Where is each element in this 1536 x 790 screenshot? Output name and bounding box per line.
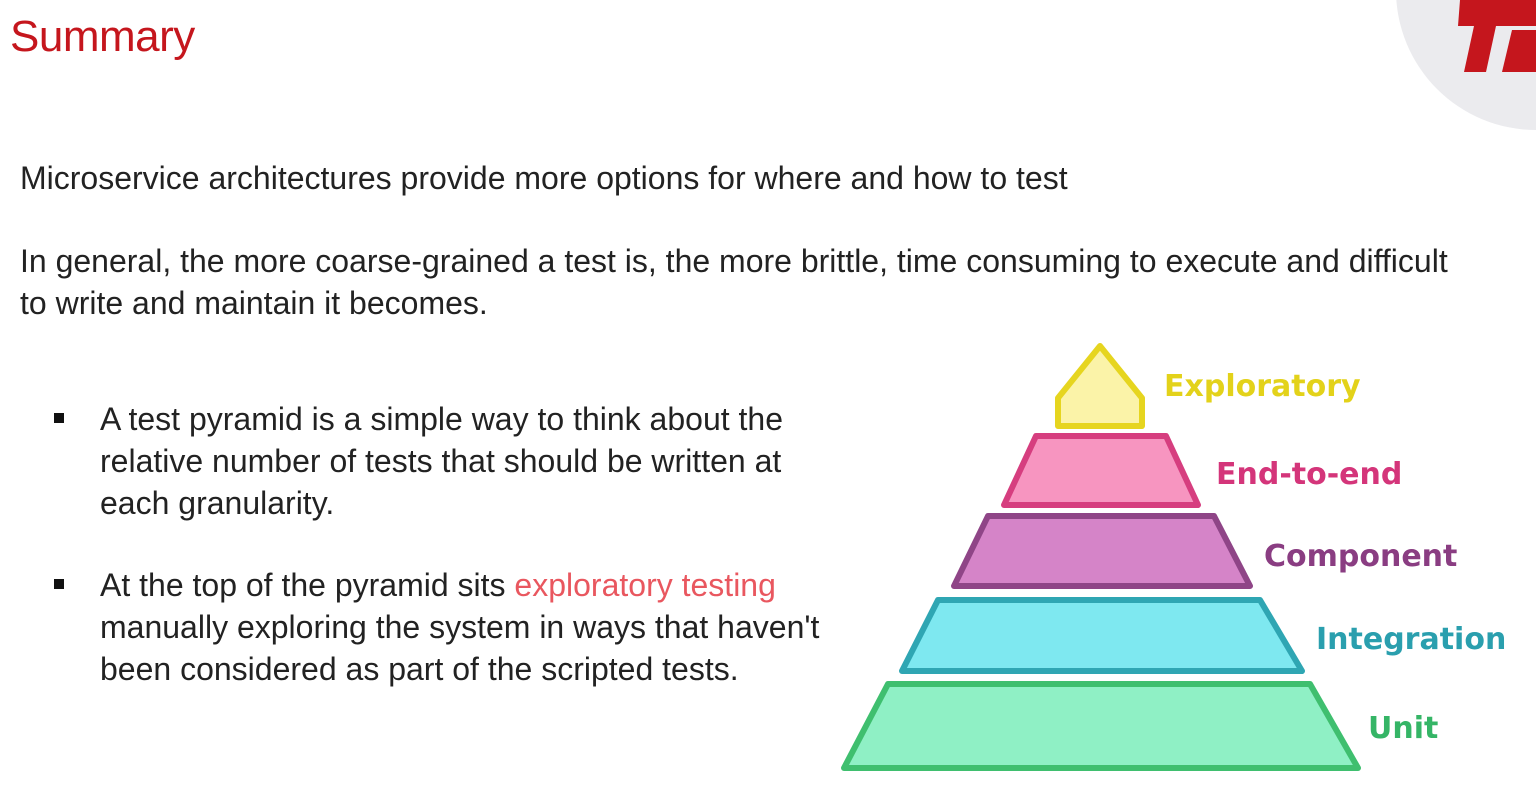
bullet-item-exploratory: At the top of the pyramid sits explorato… [54,564,824,690]
pyramid-level-end-to-end: End-to-end [1001,433,1402,508]
bullet-marker [54,579,64,589]
coarse-grained-paragraph: In general, the more coarse-grained a te… [20,243,1448,321]
pyramid-label-exploratory: Exploratory [1164,369,1361,404]
exploratory-testing-highlight: exploratory testing [514,567,776,603]
slide-title: Summary [10,12,195,61]
logo-letter-u [1502,30,1536,72]
pyramid-level-exploratory: Exploratory [1055,343,1361,429]
bullet-text-after: manually exploring the system in ways th… [100,609,820,687]
pyramid-label-end-to-end: End-to-end [1216,457,1402,492]
university-logo [1396,0,1536,130]
intro-paragraph: Microservice architectures provide more … [20,160,1068,196]
test-pyramid-diagram: Exploratory End-to-end Component Integra… [841,343,1506,771]
pyramid-label-unit: Unit [1368,711,1438,746]
bullet-text-before: At the top of the pyramid sits [100,567,515,603]
pyramid-level-integration: Integration [899,597,1506,674]
bullet-marker [54,413,64,423]
logo-letter-t [1458,0,1536,72]
pyramid-level-component: Component [951,513,1457,589]
bullet-list: A test pyramid is a simple way to think … [54,398,824,730]
pyramid-label-component: Component [1264,539,1457,574]
bullet-text: A test pyramid is a simple way to think … [100,401,783,521]
bullet-item-test-pyramid: A test pyramid is a simple way to think … [54,398,824,524]
pyramid-level-unit: Unit [841,681,1438,771]
pyramid-label-integration: Integration [1316,622,1506,657]
